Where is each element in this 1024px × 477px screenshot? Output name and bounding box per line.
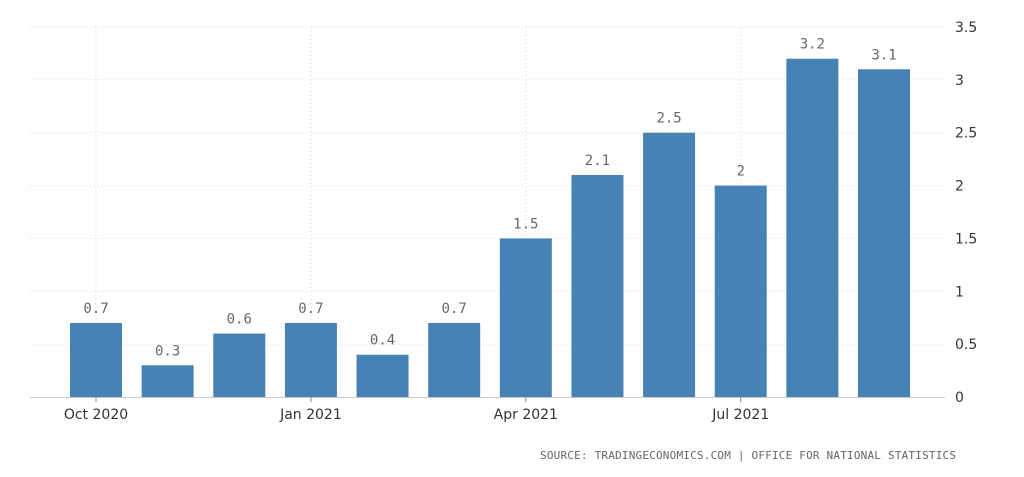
bar-jun-2021 <box>643 132 696 397</box>
data-label: 2.5 <box>656 111 681 127</box>
data-label: 0.6 <box>227 312 252 328</box>
x-tick-label: Jul 2021 <box>711 407 769 423</box>
bar-aug-2021 <box>786 58 839 397</box>
bar-feb-2021 <box>356 354 409 397</box>
bar-may-2021 <box>571 175 624 397</box>
bar-oct-2020 <box>70 323 122 397</box>
y-tick-label: 3.5 <box>955 20 977 36</box>
data-label: 0.3 <box>155 343 180 359</box>
data-label: 0.7 <box>298 301 323 317</box>
bar-jan-2021 <box>284 323 337 397</box>
data-label: 0.4 <box>370 333 395 349</box>
data-label: 3.2 <box>800 37 825 53</box>
x-axis: Oct 2020 Jan 2021 Apr 2021 Jul 2021 <box>30 397 945 423</box>
bar-sep-2021 <box>858 69 910 398</box>
x-tick-label: Jan 2021 <box>279 407 342 423</box>
x-tick-label: Oct 2020 <box>64 407 128 423</box>
y-tick-label: 0.5 <box>955 337 977 353</box>
bar-jul-2021 <box>714 185 767 397</box>
source-note: SOURCE: TRADINGECONOMICS.COM | OFFICE FO… <box>540 449 957 462</box>
data-label: 3.1 <box>871 47 896 63</box>
data-label: 0.7 <box>83 301 108 317</box>
x-tick-label: Apr 2021 <box>494 407 558 423</box>
data-labels: 0.7 0.3 0.6 0.7 0.4 0.7 1.5 2.1 2.5 2 3.2 3.1 <box>83 37 896 360</box>
bar-apr-2021 <box>499 238 552 397</box>
bar-mar-2021 <box>428 323 481 397</box>
data-label: 2.1 <box>585 153 610 169</box>
y-tick-label: 0 <box>955 390 964 406</box>
y-tick-label: 2 <box>955 179 964 195</box>
bar-nov-2020 <box>141 365 194 397</box>
bar-series <box>70 58 910 398</box>
data-label: 0.7 <box>442 301 467 317</box>
bar-dec-2020 <box>213 333 266 397</box>
y-axis: 0 0.5 1 1.5 2 2.5 3 3.5 <box>955 20 977 406</box>
y-tick-label: 2.5 <box>955 126 977 142</box>
y-tick-label: 1 <box>955 284 964 300</box>
y-tick-label: 1.5 <box>955 231 977 247</box>
data-label: 1.5 <box>513 216 538 232</box>
y-tick-label: 3 <box>955 73 964 89</box>
data-label: 2 <box>737 164 745 180</box>
